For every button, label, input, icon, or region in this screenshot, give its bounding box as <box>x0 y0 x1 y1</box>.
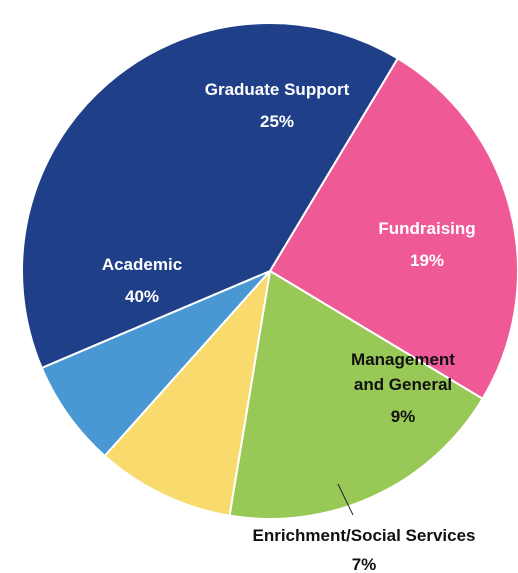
slice-label-management-and-general: and General <box>354 375 452 394</box>
slice-fundraising <box>228 269 484 520</box>
slice-percent-enrichment-social-services: 7% <box>352 555 377 573</box>
slice-label-enrichment-social-services: Enrichment/Social Services <box>253 526 476 545</box>
slice-graduate-support <box>268 57 518 401</box>
slice-label-management-and-general: Management <box>351 350 455 369</box>
slice-percent-fundraising: 19% <box>410 251 444 270</box>
leader-lines <box>337 483 354 516</box>
slice-label-academic: Academic <box>102 255 182 274</box>
slice-academic <box>21 22 400 370</box>
slice-management-and-general <box>103 267 272 517</box>
leader-line-enrichment-social-services <box>337 483 354 516</box>
slice-label-graduate-support: Graduate Support <box>205 80 350 99</box>
slice-percent-management-and-general: 9% <box>391 407 416 426</box>
slice-percent-academic: 40% <box>125 287 159 306</box>
slice-enrichment-social-services <box>40 270 271 458</box>
slice-labels: Graduate Support 25% Fundraising 19% Managem… <box>102 80 476 573</box>
pie-slices <box>21 22 518 520</box>
slice-label-fundraising: Fundraising <box>378 219 475 238</box>
slice-percent-graduate-support: 25% <box>260 112 294 131</box>
